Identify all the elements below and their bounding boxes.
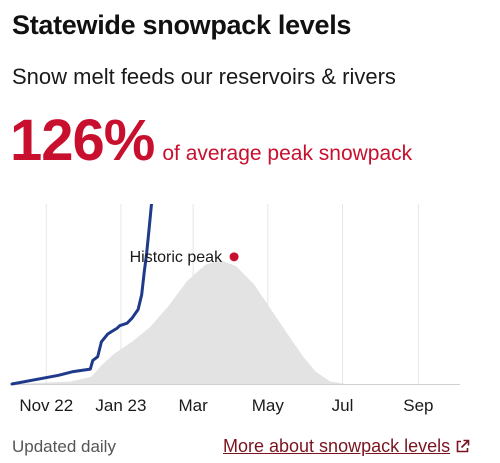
page-title: Statewide snowpack levels: [12, 10, 352, 40]
more-about-snowpack-label: More about snowpack levels: [223, 436, 451, 456]
current-season-line: [10, 204, 153, 386]
x-tick-label: Mar: [179, 396, 209, 415]
page-subtitle: Snow melt feeds our reservoirs & rivers: [12, 64, 396, 89]
more-about-snowpack-link[interactable]: More about snowpack levels: [223, 436, 470, 457]
chart-annotations: Historic peak: [130, 249, 239, 266]
chart-current-line: [10, 204, 153, 386]
x-tick-label: May: [252, 396, 285, 415]
snowpack-chart: Historic peak Nov 22 Jan 23 Mar May Jul Sep: [10, 204, 460, 415]
historic-peak-label: Historic peak: [130, 249, 223, 266]
x-tick-label: Jul: [332, 396, 354, 415]
historic-average-area: [12, 259, 460, 384]
external-link-icon: [455, 439, 470, 454]
x-tick-label: Sep: [403, 396, 433, 415]
update-frequency: Updated daily: [12, 437, 116, 456]
chart-x-ticks: Nov 22 Jan 23 Mar May Jul Sep: [19, 396, 433, 415]
historic-peak-marker: [229, 252, 239, 262]
x-tick-label: Nov 22: [19, 396, 73, 415]
x-tick-label: Jan 23: [95, 396, 146, 415]
chart-historic-area: [12, 259, 460, 384]
snowpack-percent-caption: of average peak snowpack: [162, 142, 413, 165]
headline-stat: 126% of average peak snowpack: [10, 112, 412, 170]
snowpack-percent: 126%: [10, 108, 155, 173]
